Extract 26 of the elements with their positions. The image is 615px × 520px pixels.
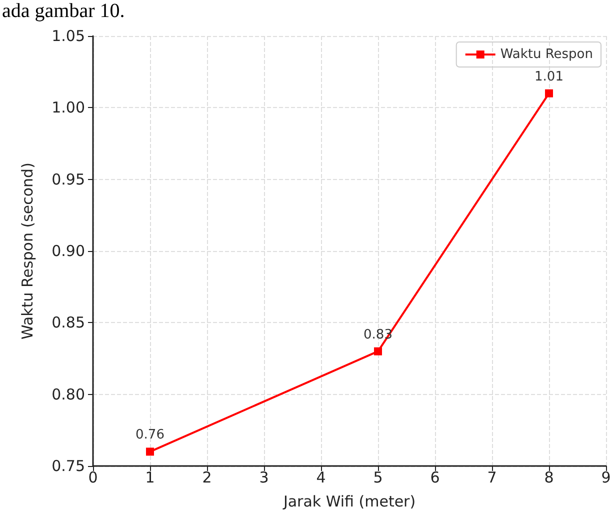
point <box>374 347 382 356</box>
y-tick-label: 1.05 <box>52 27 85 45</box>
data-label: 1.01 <box>534 69 564 84</box>
text: ada gambar 10. <box>2 0 125 22</box>
x-tick-label: 7 <box>487 468 497 486</box>
x-tick-label: 6 <box>430 468 440 486</box>
x-tick-label: 8 <box>544 468 554 486</box>
point <box>146 448 154 456</box>
y-tick-label: 0.90 <box>52 242 85 260</box>
y-tick-label: 1.00 <box>52 98 85 117</box>
y-axis-title: Waktu Respon (second) <box>18 162 36 340</box>
x-axis-title: Jarak Wifi (meter) <box>282 492 416 510</box>
x-tick-label: 9 <box>601 468 611 486</box>
y-tick-label: 0.85 <box>52 314 85 332</box>
y-tick-label: 0.75 <box>52 457 85 475</box>
x-tick-label: 0 <box>88 468 98 486</box>
x-tick-label: 5 <box>373 468 383 486</box>
x-tick-label: 2 <box>202 468 212 486</box>
y-tick-label: 0.80 <box>52 385 85 404</box>
x-tick-label: 1 <box>145 468 155 486</box>
x-tick-label: 4 <box>316 468 326 486</box>
data-label: 0.76 <box>136 428 164 443</box>
x-tick-label: 3 <box>259 468 269 486</box>
y-tick-label: 0.95 <box>52 170 85 188</box>
legend-label: Waktu Respon <box>500 47 594 62</box>
point <box>545 89 553 98</box>
